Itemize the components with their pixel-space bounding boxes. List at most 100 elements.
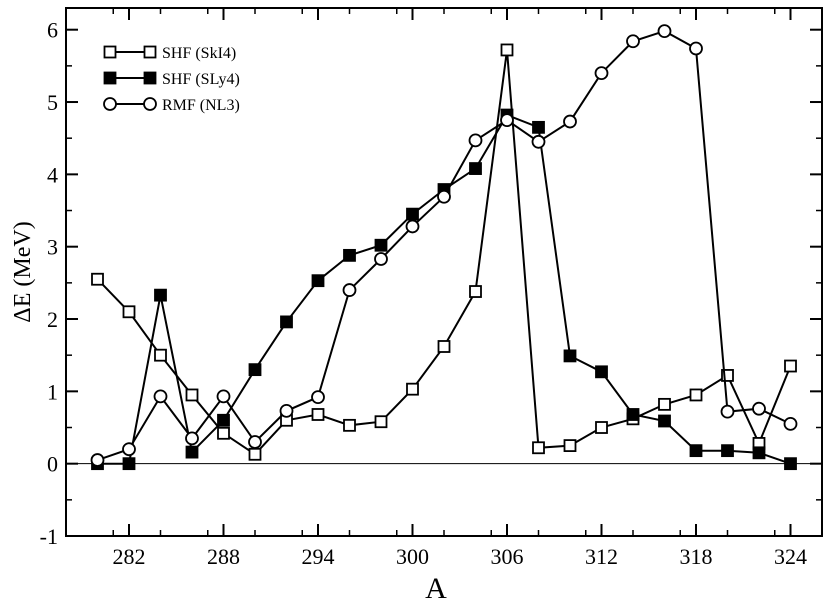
data-point [122, 457, 136, 471]
x-tick-label: 306 [491, 544, 524, 569]
data-point [311, 390, 325, 405]
series-1 [91, 43, 797, 461]
data-point [563, 349, 577, 363]
x-tick-label: 294 [302, 544, 335, 569]
legend-marker [103, 45, 117, 59]
data-point [784, 457, 797, 471]
legend-marker [143, 97, 157, 111]
series-3 [90, 24, 798, 467]
data-point [500, 43, 514, 57]
data-point [437, 340, 451, 353]
data-point [311, 408, 325, 421]
data-point [500, 113, 514, 128]
y-tick-label: 5 [47, 90, 58, 115]
data-point [437, 189, 451, 204]
data-point [374, 238, 388, 252]
data-point [721, 369, 734, 382]
data-point [595, 421, 608, 434]
data-point [406, 382, 419, 396]
data-point [280, 315, 293, 329]
data-point [720, 404, 735, 419]
data-point [406, 207, 419, 221]
data-point [216, 389, 231, 404]
series-layer [90, 24, 798, 471]
data-point [658, 397, 671, 411]
series-2 [91, 108, 797, 471]
data-point [595, 365, 608, 379]
data-point [185, 388, 199, 402]
legend-marker [143, 45, 157, 59]
y-tick-label: 0 [47, 452, 58, 477]
y-axis-label: ΔE (MeV) [10, 221, 36, 322]
data-point [532, 441, 545, 455]
y-tick-label: 1 [47, 379, 58, 404]
data-point [374, 252, 388, 266]
x-tick-label: 312 [585, 544, 618, 569]
data-point [217, 426, 230, 440]
legend: SHF (SkI4) SHF (SLy4) RMF (NL3) [103, 45, 240, 114]
data-point [752, 446, 766, 460]
data-point [311, 274, 325, 288]
data-point [91, 272, 104, 286]
legend-entry: SHF (SkI4) [103, 45, 236, 62]
data-point [248, 447, 262, 461]
y-tick-label: 2 [47, 307, 58, 332]
legend-entry: RMF (NL3) [103, 97, 240, 114]
data-point [689, 41, 703, 56]
legend-label: SHF (SkI4) [162, 45, 236, 62]
data-point [154, 288, 167, 302]
data-point [626, 34, 640, 49]
data-point [374, 415, 388, 429]
data-point [405, 219, 420, 234]
data-point [689, 388, 703, 402]
data-point [217, 413, 230, 427]
data-point [342, 283, 357, 297]
x-tick-label: 318 [680, 544, 713, 569]
data-point [154, 348, 167, 362]
data-point [784, 359, 797, 373]
y-tick-label: -1 [40, 524, 58, 549]
legend-marker [103, 97, 117, 111]
data-point [248, 363, 262, 377]
data-point [122, 442, 136, 457]
legend-marker [143, 71, 157, 85]
data-point [721, 444, 734, 458]
data-point [657, 24, 672, 39]
data-point [563, 114, 577, 129]
data-point [563, 439, 577, 452]
data-point [531, 134, 546, 149]
series-line [97, 30, 791, 462]
x-tick-label: 324 [774, 544, 807, 569]
legend-entry: SHF (SLy4) [103, 71, 240, 88]
data-point [752, 401, 766, 416]
data-point [469, 162, 482, 175]
legend-label: SHF (SLy4) [162, 71, 240, 88]
data-point [153, 389, 168, 404]
x-axis-label: A [425, 572, 447, 603]
x-tick-label: 282 [113, 544, 146, 569]
data-point [90, 453, 105, 467]
data-point [185, 431, 199, 446]
data-point [658, 414, 671, 428]
data-point [468, 133, 483, 148]
data-point [626, 408, 640, 421]
y-tick-label: 4 [47, 162, 58, 187]
ticks-layer: 282 288 294 300 306 312 318 324 -1 0 1 2 3 4 5 6 [40, 8, 822, 569]
series-line [97, 113, 791, 465]
x-tick-label: 300 [396, 544, 429, 569]
y-tick-label: 6 [47, 18, 58, 43]
x-tick-label: 288 [207, 544, 240, 569]
data-point [594, 66, 609, 80]
data-point [122, 305, 136, 319]
data-point [343, 248, 356, 262]
data-point [532, 120, 545, 134]
data-point [185, 445, 199, 459]
data-point [469, 285, 482, 298]
y-tick-label: 3 [47, 235, 58, 260]
data-point [279, 403, 294, 418]
data-point [248, 435, 262, 449]
data-point [689, 444, 703, 458]
data-point [783, 416, 798, 431]
data-point [343, 418, 356, 432]
